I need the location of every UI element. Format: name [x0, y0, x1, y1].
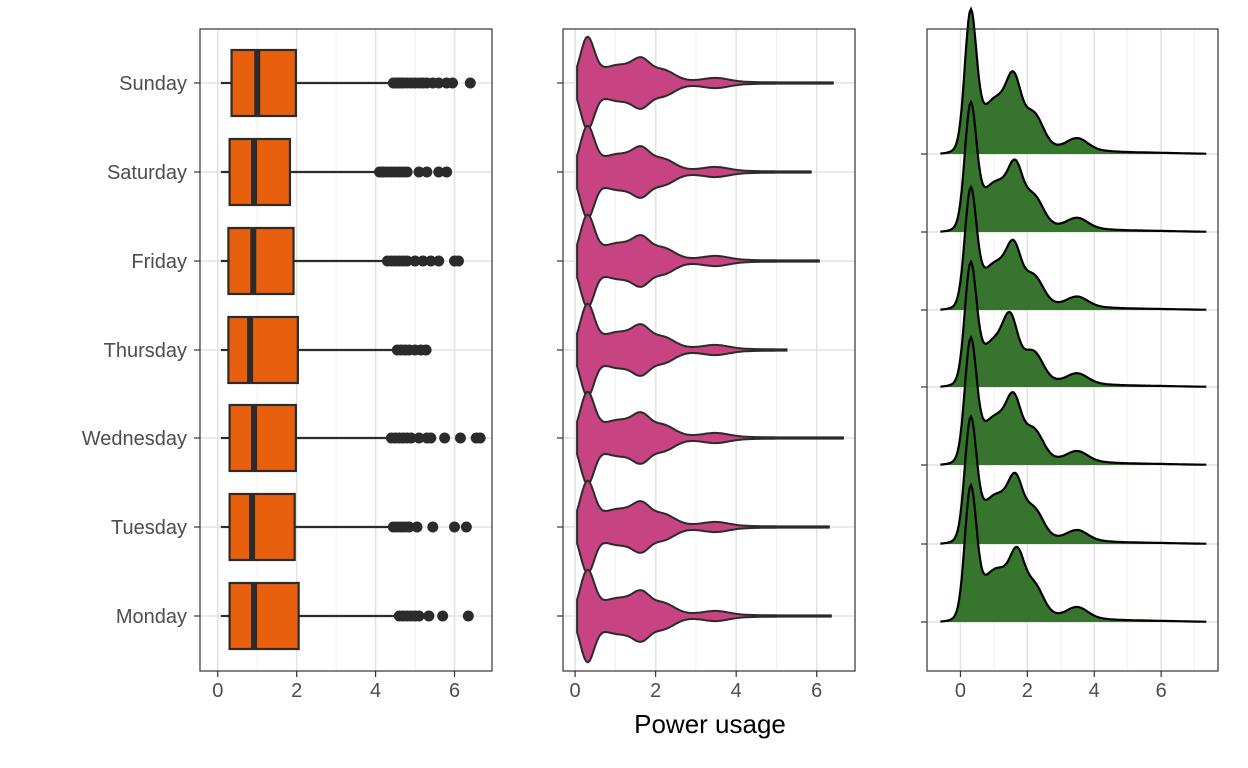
ridge-x-tick-label: 6 [1156, 680, 1167, 702]
ridge-area [940, 416, 1207, 544]
violin-shape [576, 568, 832, 664]
box-y-tick-label: Wednesday [82, 428, 187, 450]
x-axis-title: Power usage [634, 709, 786, 739]
box-outlier-point [437, 610, 449, 622]
box-outlier-point [464, 77, 476, 89]
box-outlier-point [427, 521, 439, 533]
ridge-area [940, 261, 1207, 387]
box-iqr [228, 581, 300, 651]
ridge-line [940, 482, 1207, 623]
boxplot-panel: 0 2 4 6 Sunday Saturday Friday Thursday Wednesda… [82, 28, 493, 702]
ridge-area [940, 187, 1207, 310]
box-y-tick-label: Saturday [107, 162, 187, 184]
box-outlier-point [460, 521, 472, 533]
violin-shape [576, 35, 834, 131]
ridge-line [940, 184, 1207, 311]
box-outlier-point [420, 344, 432, 356]
violin-x-tick-label: 6 [811, 680, 822, 702]
ridge-line [940, 259, 1207, 388]
box-x-tick-label: 2 [291, 680, 302, 702]
ridge-x-tick-label: 4 [1089, 680, 1100, 702]
box-y-tick-label: Monday [116, 606, 187, 628]
box-y-tick-label: Tuesday [111, 517, 187, 539]
box-outlier-point [441, 166, 453, 178]
box-iqr [230, 48, 297, 118]
box-outlier-point [417, 255, 429, 267]
box-outlier-point [439, 432, 451, 444]
box-y-tick-label: Thursday [104, 340, 187, 362]
box-x-tick-label: 6 [449, 680, 460, 702]
box-outlier-point [401, 255, 413, 267]
ridge-area [940, 9, 1207, 154]
ridge-line [940, 6, 1207, 155]
box-outlier-point [474, 432, 486, 444]
ridge-area [940, 485, 1207, 622]
violin-x-tick-label: 4 [731, 680, 742, 702]
box-x-tick-label: 0 [212, 680, 223, 702]
box-y-tick-label: Friday [131, 251, 187, 273]
box-iqr [228, 403, 297, 473]
box-outlier-point [401, 166, 413, 178]
box-iqr [227, 315, 299, 385]
violin-shape [576, 479, 830, 575]
box-outlier-point [433, 166, 445, 178]
ridge-area [940, 337, 1207, 465]
box-outlier-point [411, 521, 423, 533]
box-outlier-point [454, 432, 466, 444]
box-outlier-point [452, 255, 464, 267]
box-outlier-point [433, 77, 445, 89]
ridge-line [940, 334, 1207, 466]
box-outlier-point [413, 432, 425, 444]
ridge-x-tick-label: 0 [955, 680, 966, 702]
box-outlier-point [433, 255, 445, 267]
violin-shape [576, 213, 820, 309]
box-outlier-point [421, 166, 433, 178]
box-outlier-point [413, 610, 425, 622]
box-outlier-point [425, 255, 437, 267]
violin-panel: 0 2 4 6 [557, 28, 856, 702]
violin-shape [576, 302, 788, 398]
box-outlier-point [447, 77, 459, 89]
box-iqr [228, 492, 296, 562]
box-outlier-point [462, 610, 474, 622]
box-outlier-point [449, 521, 461, 533]
box-outlier-point [413, 166, 425, 178]
box-outlier-point [423, 610, 435, 622]
box-outlier-point [405, 432, 417, 444]
ridge-x-tick-label: 2 [1022, 680, 1033, 702]
box-outlier-point [425, 432, 437, 444]
ridge-panel-border [926, 28, 1219, 672]
box-iqr [228, 137, 292, 207]
ridge-line [940, 99, 1207, 233]
box-outlier-point [403, 521, 415, 533]
violin-shape [576, 124, 812, 220]
box-x-tick-label: 4 [370, 680, 381, 702]
ridge-line [940, 413, 1207, 545]
ridgeline-panel: 0 2 4 6 [921, 6, 1219, 702]
box-outlier-point [409, 255, 421, 267]
violin-shape [576, 390, 844, 486]
box-y-tick-label: Sunday [119, 73, 187, 95]
violin-x-tick-label: 0 [570, 680, 581, 702]
ridge-area [940, 102, 1207, 232]
box-iqr [227, 226, 295, 296]
violin-x-tick-label: 2 [650, 680, 661, 702]
